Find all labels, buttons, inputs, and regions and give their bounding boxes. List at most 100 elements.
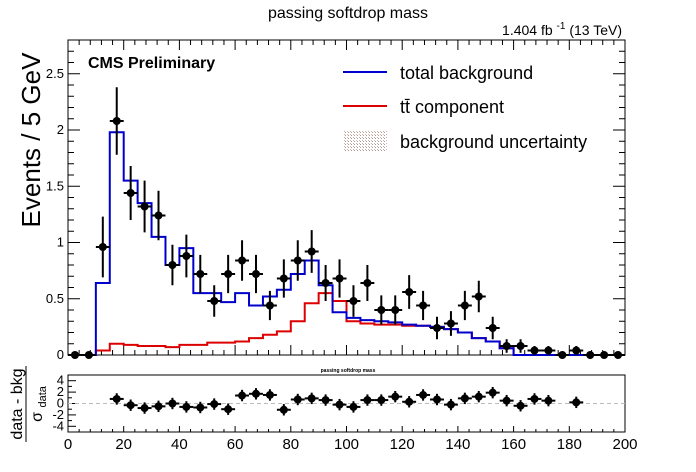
data-marker xyxy=(224,270,233,278)
legend-entry: total background xyxy=(343,63,533,83)
ratio-marker xyxy=(502,396,511,405)
ratio-point xyxy=(513,400,528,412)
ratio-marker xyxy=(433,395,442,404)
ratio-ylabel-numerator: data - bkg xyxy=(9,368,26,439)
data-marker xyxy=(112,117,121,125)
ratio-point xyxy=(304,392,319,405)
data-marker xyxy=(530,346,539,355)
data-marker xyxy=(321,279,330,287)
y-tick-label: 1.5 xyxy=(46,178,64,193)
data-marker xyxy=(182,252,191,260)
data-marker xyxy=(126,189,135,197)
ratio-title: passing softdrop mass xyxy=(321,368,376,374)
data-marker xyxy=(168,261,177,269)
ratio-y-tick-label: 2 xyxy=(57,384,64,399)
data-point xyxy=(360,265,375,301)
ratio-frame xyxy=(67,374,626,433)
data-marker xyxy=(446,319,455,328)
y-tick-label: 2 xyxy=(57,122,64,137)
data-point xyxy=(276,259,291,298)
ratio-point xyxy=(569,396,584,409)
data-marker xyxy=(405,288,414,296)
ratio-point xyxy=(471,390,486,403)
ratio-marker xyxy=(446,400,455,409)
data-marker xyxy=(419,301,428,310)
data-point xyxy=(235,240,250,281)
data-marker xyxy=(84,351,93,359)
ratio-point xyxy=(527,393,542,405)
ratio-point xyxy=(221,403,236,415)
ratio-point xyxy=(123,399,138,411)
ratio-point xyxy=(318,394,333,406)
x-tick-label: 160 xyxy=(501,436,526,453)
y-tick-label: 1 xyxy=(57,235,64,250)
data-marker xyxy=(391,306,400,314)
ratio-point xyxy=(137,402,152,414)
y-tick-label: 0 xyxy=(57,347,64,362)
data-point xyxy=(443,311,458,336)
y-tick-label: 2.5 xyxy=(46,66,64,81)
ratio-point xyxy=(541,394,556,407)
ratio-point xyxy=(332,398,347,411)
ratio-point xyxy=(290,393,305,406)
data-marker xyxy=(307,247,316,256)
data-point xyxy=(262,290,277,321)
ratio-marker xyxy=(321,396,330,405)
x-tick-label: 20 xyxy=(115,436,132,453)
ratio-point xyxy=(388,390,403,403)
ratio-marker xyxy=(154,402,163,411)
data-point xyxy=(374,295,389,325)
ratio-marker xyxy=(112,394,121,403)
ratio-point xyxy=(346,401,361,413)
data-point xyxy=(193,254,208,294)
ratio-marker xyxy=(530,394,539,403)
data-marker xyxy=(586,351,595,359)
ratio-marker xyxy=(335,400,344,409)
ratio-y-tick-label: -2 xyxy=(52,407,64,422)
ratio-point xyxy=(276,404,291,416)
ratio-y-tick-label: -4 xyxy=(52,418,64,433)
data-point xyxy=(513,339,528,353)
data-point xyxy=(95,216,110,278)
data-point xyxy=(109,87,124,155)
ratio-y-tick-label: 4 xyxy=(57,373,64,388)
data-point xyxy=(249,254,263,294)
ratio-point xyxy=(402,396,417,408)
data-marker xyxy=(251,270,260,278)
x-tick-label: 0 xyxy=(64,436,72,453)
data-point xyxy=(221,254,236,294)
x-tick-label: 140 xyxy=(445,436,470,453)
ratio-marker xyxy=(307,394,316,403)
ratio-ylabel-sub: data xyxy=(37,385,49,407)
data-marker xyxy=(279,274,288,283)
data-point xyxy=(541,346,556,355)
data-point xyxy=(304,230,319,273)
data-marker xyxy=(293,256,302,265)
data-point xyxy=(611,351,625,359)
ratio-marker xyxy=(126,401,135,410)
ratio-marker xyxy=(279,405,288,414)
ratio-y-tick-label: 0 xyxy=(57,396,64,411)
data-marker xyxy=(98,243,107,251)
ratio-point xyxy=(207,398,222,410)
ratio-marker xyxy=(210,400,219,409)
ratio-marker xyxy=(363,396,372,405)
ratio-point xyxy=(249,388,263,400)
ratio-marker xyxy=(168,399,177,408)
ratio-marker xyxy=(140,404,149,413)
ratio-point xyxy=(374,394,389,406)
ratio-point xyxy=(360,394,375,406)
ratio-point xyxy=(193,401,208,414)
ratio-marker xyxy=(572,398,581,407)
data-marker xyxy=(238,256,247,265)
data-point xyxy=(485,316,500,340)
ratio-point xyxy=(457,392,472,405)
main-axes: 0 0.5 1 1.5 2 2.5 xyxy=(46,40,626,362)
lumi-value: 1.404 fb xyxy=(502,22,553,38)
ratio-point xyxy=(430,393,444,406)
ratio-marker xyxy=(405,397,414,406)
data-point xyxy=(346,285,361,317)
data-point xyxy=(402,275,417,309)
